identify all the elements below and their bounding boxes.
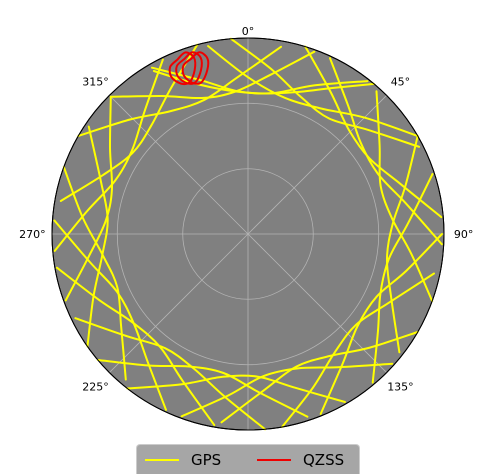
gps-track xyxy=(53,219,167,411)
gps-track xyxy=(86,125,109,348)
polar-plot-border xyxy=(51,37,445,431)
tick-label: 270° xyxy=(19,228,46,241)
legend-label-gps: GPS xyxy=(191,451,222,469)
grid-spoke xyxy=(247,95,387,235)
polar-grid xyxy=(52,38,444,430)
gps-track xyxy=(77,45,282,137)
gps-track xyxy=(229,37,421,148)
legend-label-qzss: QZSS xyxy=(303,451,345,469)
gps-track xyxy=(62,166,127,381)
gps-track xyxy=(319,233,443,415)
tick-label: 225° xyxy=(82,380,109,393)
tick-label: 135° xyxy=(387,380,414,393)
gps-track xyxy=(53,58,164,252)
grid-spoke xyxy=(109,233,249,373)
gps-track xyxy=(375,90,434,302)
angular-tick-labels: 0° 45° 90° 135° 225° 270° 315° xyxy=(19,25,473,393)
gps-track xyxy=(329,57,443,246)
gps-track xyxy=(385,135,419,354)
gps-track xyxy=(74,317,267,431)
gps-track xyxy=(207,45,419,137)
grid-ring xyxy=(116,102,380,366)
qzss-track xyxy=(181,51,210,85)
qzss-track xyxy=(168,51,197,86)
qzss-track xyxy=(175,51,203,85)
gps-track xyxy=(109,50,316,100)
gps-track xyxy=(126,374,346,403)
gps-track xyxy=(371,173,434,384)
tick-label: 90° xyxy=(454,228,474,241)
tick-label: 0° xyxy=(242,25,255,38)
legend-swatch-gps xyxy=(145,459,179,461)
legend: GPS QZSS xyxy=(136,444,360,474)
gps-track xyxy=(96,359,309,418)
satellite-tracks xyxy=(53,37,443,431)
legend-swatch-qzss xyxy=(257,459,291,461)
gps-track xyxy=(220,331,419,424)
grid-ring xyxy=(182,168,314,300)
tick-label: 315° xyxy=(82,76,109,89)
tick-label: 45° xyxy=(391,76,411,89)
